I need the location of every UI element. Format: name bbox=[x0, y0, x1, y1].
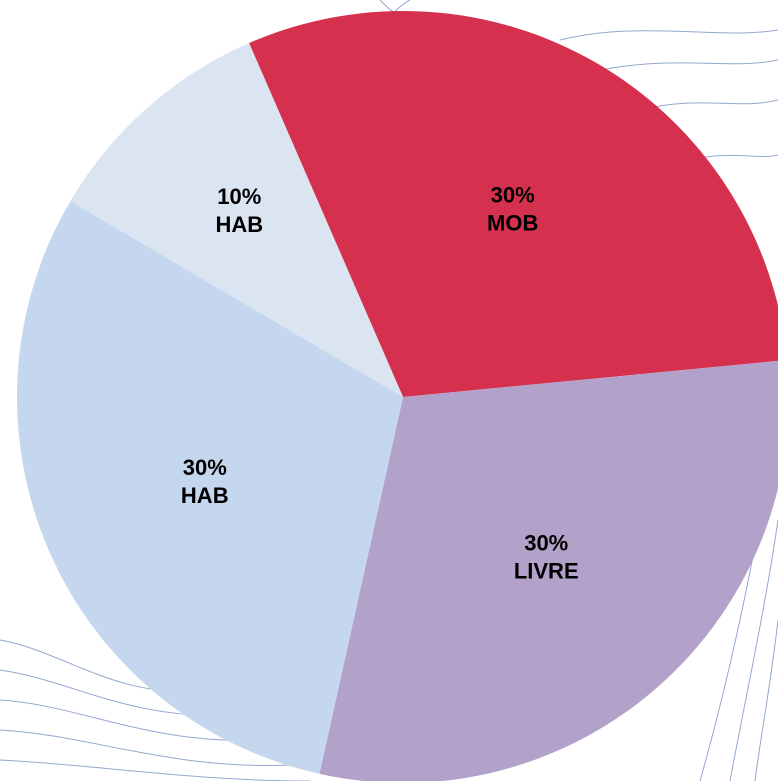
data-label: 10% bbox=[217, 184, 261, 209]
slice-label: HAB bbox=[215, 212, 263, 237]
data-label: 30% bbox=[183, 455, 227, 480]
data-label: 30% bbox=[524, 531, 568, 556]
slice-label: LIVRE bbox=[514, 559, 579, 584]
slice-label: HAB bbox=[181, 483, 229, 508]
pie: 30% MOB 30% LIVRE 30% HAB 10% HAB bbox=[17, 11, 778, 781]
data-label: 30% bbox=[491, 183, 535, 208]
page: 30%MOB30%LIVRE30%HAB10%HAB (() => { cons… bbox=[0, 0, 778, 781]
slice-label: MOB bbox=[487, 211, 538, 236]
chart: 30% MOB 30% LIVRE 30% HAB 10% HAB bbox=[0, 0, 778, 781]
